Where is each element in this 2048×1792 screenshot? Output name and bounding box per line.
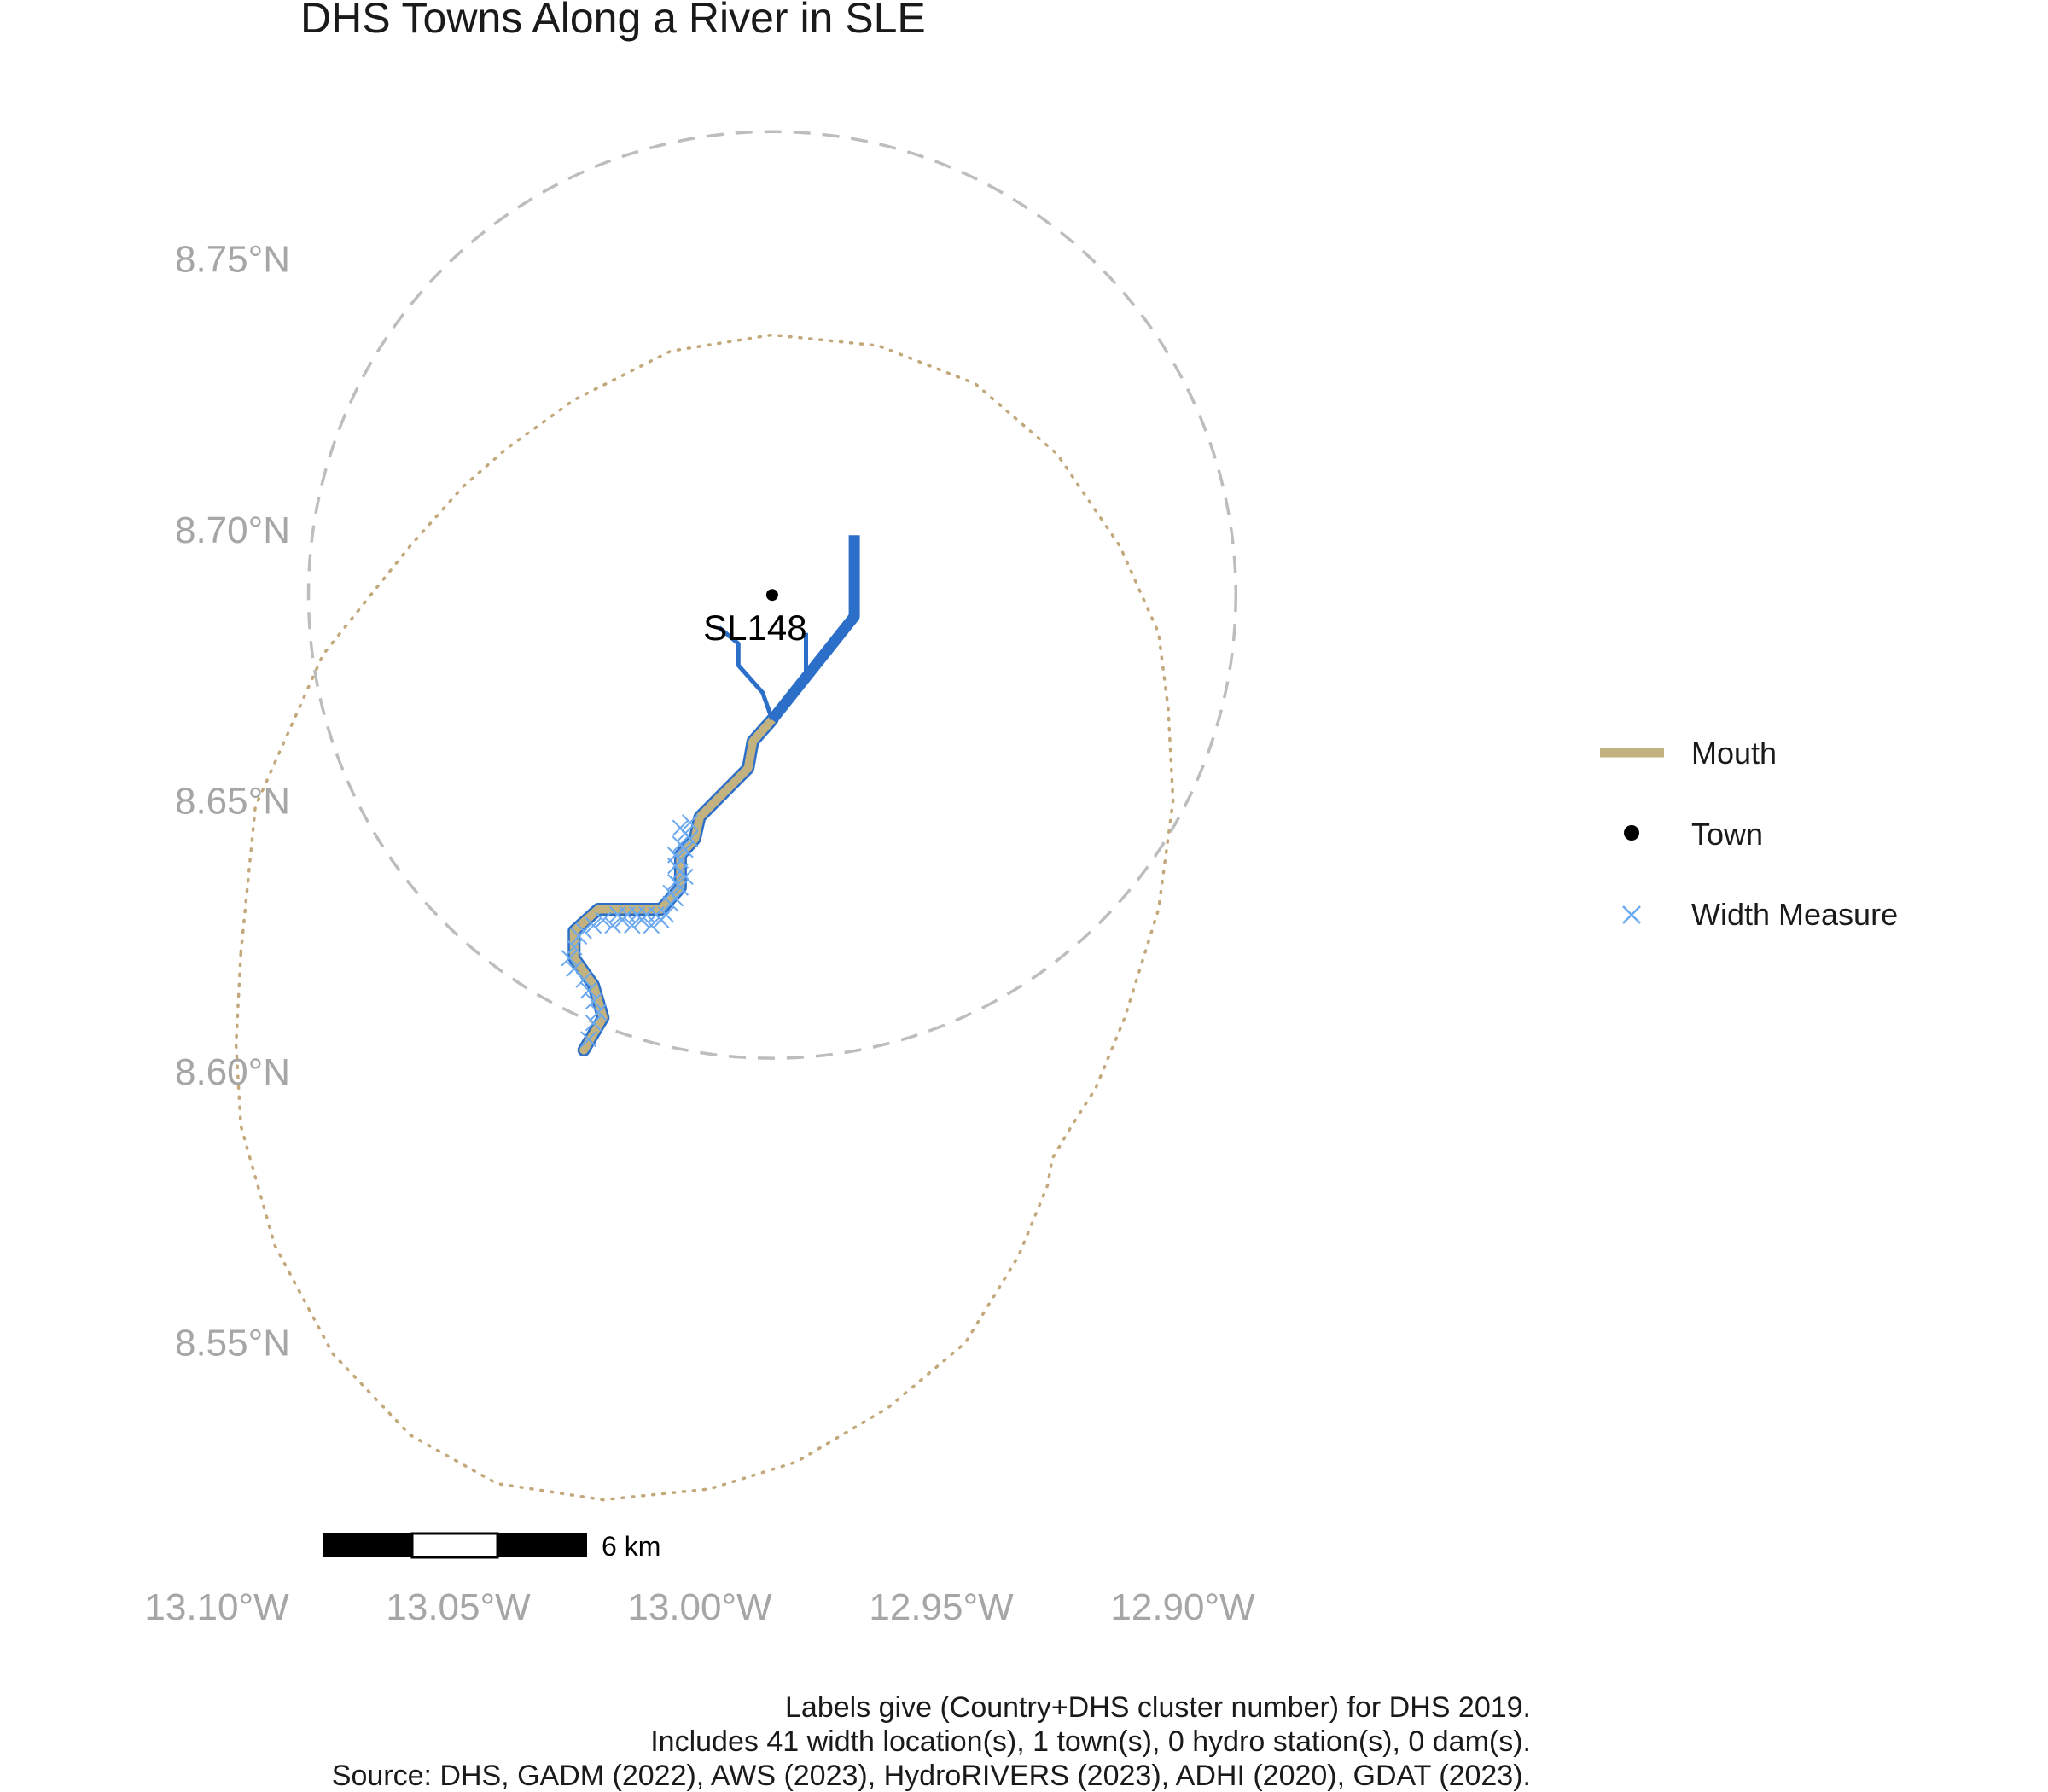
legend-town-swatch xyxy=(1624,825,1639,841)
caption-line-2: Includes 41 width location(s), 1 town(s)… xyxy=(650,1725,1531,1758)
x-tick-label: 13.00°W xyxy=(627,1586,772,1628)
river-mouth-segment xyxy=(569,715,777,1055)
scale-bar: 6 km xyxy=(323,1531,660,1562)
width-measure-marker xyxy=(561,949,578,967)
dotted-buffer-outline xyxy=(234,333,1175,1502)
width-measure-marker xyxy=(566,939,583,956)
width-measure-marker xyxy=(604,916,621,934)
scale-bar-segment-3 xyxy=(497,1533,587,1557)
width-measure-marker xyxy=(643,916,660,934)
y-tick-label: 8.60°N xyxy=(175,1051,290,1093)
width-measure-marker xyxy=(609,906,626,923)
width-measure-marker xyxy=(681,814,699,831)
river-layer xyxy=(567,535,860,1057)
scale-bar-segment-1 xyxy=(323,1533,412,1557)
legend-width-measure-swatch xyxy=(1622,905,1641,924)
scale-bar-label: 6 km xyxy=(602,1531,660,1562)
width-measure-marker xyxy=(672,835,689,853)
width-measure-marker xyxy=(662,884,679,902)
town-label: SL148 xyxy=(703,608,806,648)
width-measure-marker xyxy=(666,874,684,891)
width-measure-marker xyxy=(672,819,689,836)
caption-line-3: Source: DHS, GADM (2022), AWS (2023), Hy… xyxy=(332,1760,1531,1792)
river-main-channel xyxy=(767,535,860,724)
width-measure-marker xyxy=(575,922,592,940)
width-measure-marker xyxy=(666,847,684,864)
y-tick-label: 8.70°N xyxy=(175,509,290,551)
width-measure-marker xyxy=(624,916,641,934)
y-tick-label: 8.65°N xyxy=(175,781,290,823)
x-tick-label: 12.90°W xyxy=(1110,1586,1255,1628)
legend: Mouth Town Width Measure xyxy=(1600,736,1898,932)
dashed-buffer-circle xyxy=(306,130,1238,1060)
width-measure-marker xyxy=(580,1031,597,1048)
town-point xyxy=(765,589,778,602)
width-measure-layer xyxy=(561,814,699,1048)
caption: Labels give (Country+DHS cluster number)… xyxy=(332,1691,1531,1792)
scale-bar-segment-2 xyxy=(410,1532,499,1559)
width-measure-marker xyxy=(566,960,583,978)
y-tick-label: 8.75°N xyxy=(175,239,290,281)
caption-line-1: Labels give (Country+DHS cluster number)… xyxy=(785,1691,1531,1724)
legend-mouth-label: Mouth xyxy=(1691,736,1777,771)
x-tick-label: 13.05°W xyxy=(386,1586,531,1628)
legend-town-label: Town xyxy=(1691,817,1763,852)
map-title: DHS Towns Along a River in SLE xyxy=(300,0,926,42)
y-tick-label: 8.55°N xyxy=(175,1323,290,1364)
legend-width-measure-label: Width Measure xyxy=(1691,897,1898,932)
river-tributary-west xyxy=(717,625,775,721)
width-measure-marker xyxy=(585,916,602,934)
width-measure-marker xyxy=(580,982,597,999)
width-measure-marker xyxy=(585,992,602,1010)
width-measure-marker xyxy=(590,1004,607,1021)
x-axis: 13.10°W 13.05°W 13.00°W 12.95°W 12.90°W xyxy=(144,1586,1255,1628)
buffer-layer xyxy=(234,130,1238,1502)
width-measure-marker xyxy=(595,911,612,928)
x-tick-label: 12.95°W xyxy=(869,1586,1014,1628)
y-axis: 8.75°N 8.70°N 8.65°N 8.60°N 8.55°N xyxy=(175,239,290,1364)
town-layer: SL148 xyxy=(703,589,807,648)
width-measure-marker xyxy=(585,1015,602,1032)
x-tick-label: 13.10°W xyxy=(144,1586,289,1628)
